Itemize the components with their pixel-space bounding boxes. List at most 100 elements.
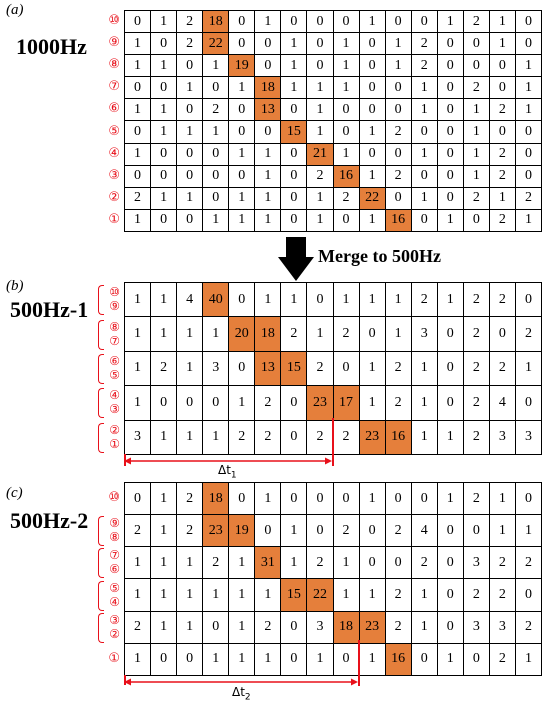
matrix-cell: 1 <box>358 208 386 232</box>
matrix-cell: 15 <box>280 120 308 144</box>
matrix-cell: 2 <box>306 546 334 580</box>
matrix-cell: 0 <box>436 610 464 644</box>
matrix-cell: 1 <box>488 186 516 210</box>
matrix-cell: 1 <box>150 186 178 210</box>
matrix-cell: 2 <box>514 316 543 352</box>
matrix-cell: 31 <box>254 546 282 580</box>
matrix-row: 1 0 0 1 1 1 0 1 0 1 16 0 1 0 2 1 <box>123 208 543 232</box>
matrix-cell: 4 <box>410 514 438 548</box>
matrix-cell: 18 <box>254 76 282 100</box>
matrix-cell: 1 <box>462 142 490 166</box>
delta-t1-marker-left <box>124 454 126 466</box>
matrix-cell: 1 <box>123 546 152 580</box>
matrix-row: 1 1 1 2 1 31 1 2 1 0 0 2 0 3 2 2 <box>123 546 543 580</box>
matrix-cell: 1 <box>358 578 386 612</box>
matrix-cell: 0 <box>228 281 256 318</box>
row-label: ④ <box>98 146 120 161</box>
matrix-cell: 0 <box>488 316 516 352</box>
delta-t2-symbol: Δt <box>232 685 245 699</box>
matrix-cell: 17 <box>332 385 360 421</box>
row-label-text: ⑨ <box>109 516 120 531</box>
matrix-cell: 2 <box>462 76 490 100</box>
matrix-cell: 0 <box>358 32 386 56</box>
matrix-cell: 1 <box>123 316 152 352</box>
matrix-cell: 0 <box>176 164 204 188</box>
matrix-cell: 0 <box>123 481 152 516</box>
row-label-text: ⑧ <box>109 530 120 545</box>
matrix-cell: 2 <box>462 281 490 318</box>
matrix-cell: 2 <box>332 514 360 548</box>
row-label-text: ⑥ <box>109 354 120 368</box>
matrix-cell: 0 <box>202 142 230 166</box>
matrix-cell: 1 <box>332 281 360 318</box>
row-label: ③ <box>98 168 120 183</box>
matrix-cell: 0 <box>358 54 386 78</box>
matrix-cell: 0 <box>488 120 516 144</box>
matrix-cell: 0 <box>384 76 412 100</box>
matrix-cell: 1 <box>358 350 386 387</box>
matrix-cell: 19 <box>228 514 256 548</box>
panel-a-matrix: 0 1 2 18 0 1 0 0 0 1 0 0 1 2 1 0 1 0 2 22 0 0 1 0 1 0 1 2 0 0 1 0 1 1 0 1 19… <box>123 9 543 232</box>
matrix-cell: 0 <box>436 316 464 352</box>
matrix-cell: 0 <box>514 164 543 188</box>
matrix-cell: 2 <box>384 350 412 387</box>
matrix-cell: 3 <box>462 546 490 580</box>
matrix-cell: 1 <box>514 514 543 548</box>
row-label-text: ④ <box>109 388 120 403</box>
matrix-row: 1 0 0 1 1 1 0 1 0 1 16 0 1 0 2 1 <box>123 642 543 676</box>
row-label-text: ⑥ <box>108 101 120 117</box>
matrix-cell: 0 <box>436 120 464 144</box>
matrix-row: 0 1 2 18 0 1 0 0 0 1 0 0 1 2 1 0 <box>123 9 543 34</box>
matrix-cell: 1 <box>176 76 204 100</box>
matrix-cell: 0 <box>358 76 386 100</box>
matrix-cell: 0 <box>280 642 308 676</box>
matrix-cell: 1 <box>176 546 204 580</box>
delta-t1-marker-right <box>332 418 334 466</box>
matrix-cell: 1 <box>280 32 308 56</box>
matrix-cell: 1 <box>358 9 386 34</box>
matrix-cell: 3 <box>462 610 490 644</box>
matrix-cell: 1 <box>410 350 438 387</box>
down-arrow-icon <box>278 237 314 281</box>
matrix-cell: 16 <box>384 642 412 676</box>
matrix-cell: 1 <box>228 578 256 612</box>
matrix-cell: 0 <box>514 385 543 421</box>
matrix-cell: 0 <box>150 642 178 676</box>
matrix-cell: 0 <box>358 514 386 548</box>
matrix-cell: 18 <box>254 316 282 352</box>
matrix-cell: 1 <box>436 642 464 676</box>
matrix-cell: 13 <box>254 98 282 122</box>
matrix-cell: 1 <box>514 350 543 387</box>
matrix-cell: 1 <box>228 76 256 100</box>
row-label-text: ⑨ <box>109 299 120 314</box>
matrix-cell: 0 <box>280 419 308 455</box>
matrix-cell: 0 <box>306 32 334 56</box>
matrix-cell: 2 <box>123 610 152 644</box>
matrix-cell: 0 <box>436 350 464 387</box>
row-label-brace <box>98 388 104 419</box>
panel-b-title: 500Hz-1 <box>10 297 89 322</box>
matrix-cell: 1 <box>176 186 204 210</box>
row-label-text: ② <box>108 189 120 205</box>
matrix-cell: 0 <box>514 120 543 144</box>
row-label-text: ⑨ <box>108 35 120 51</box>
row-label-text: ⑤ <box>109 580 120 595</box>
matrix-cell: 1 <box>123 281 152 318</box>
matrix-cell: 0 <box>514 578 543 612</box>
row-label-text: ② <box>109 422 120 437</box>
row-label-text: ⑦ <box>109 548 120 563</box>
matrix-cell: 2 <box>176 32 204 56</box>
matrix-cell: 2 <box>488 546 516 580</box>
matrix-cell: 0 <box>228 98 256 122</box>
row-label: ① <box>98 651 120 666</box>
matrix-cell: 1 <box>488 514 516 548</box>
row-label-brace <box>98 580 104 611</box>
matrix-cell: 1 <box>228 546 256 580</box>
matrix-cell: 0 <box>228 350 256 387</box>
matrix-cell: 1 <box>358 120 386 144</box>
matrix-cell: 1 <box>306 98 334 122</box>
matrix-cell: 1 <box>254 186 282 210</box>
